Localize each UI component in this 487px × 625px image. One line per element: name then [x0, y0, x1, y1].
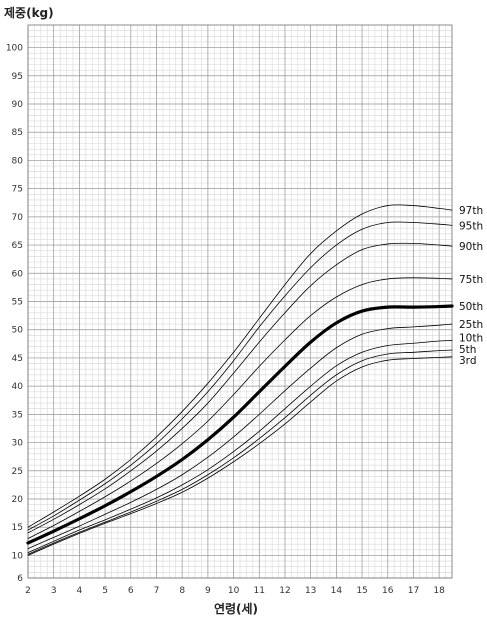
- x-tick-labels: 2 3 4 5 6 7 8 9 10 11 12 13 14 15 16 17 18: [25, 586, 445, 596]
- y-tick-label: 10: [12, 551, 24, 561]
- y-tick-label: 20: [12, 495, 24, 505]
- label-50th: 50th: [459, 301, 483, 313]
- x-tick-label: 12: [279, 586, 290, 596]
- y-tick-label: 50: [12, 326, 24, 336]
- x-tick-label: 10: [228, 586, 240, 596]
- x-tick-label: 9: [205, 586, 211, 596]
- y-tick-label: 65: [12, 241, 23, 251]
- x-tick-label: 8: [179, 586, 185, 596]
- label-75th: 75th: [459, 274, 483, 286]
- y-tick-label: 95: [12, 72, 23, 82]
- curve-3rd: [27, 356, 453, 556]
- y-tick-label: 100: [6, 44, 23, 54]
- label-5th: 5th: [459, 344, 476, 356]
- label-95th: 95th: [459, 220, 483, 232]
- y-tick-label: 25: [12, 467, 23, 477]
- x-tick-label: 13: [305, 586, 316, 596]
- x-tick-label: 11: [254, 586, 265, 596]
- y-tick-label: 45: [12, 354, 23, 364]
- label-3rd: 3rd: [459, 355, 476, 367]
- y-tick-label: 85: [12, 128, 23, 138]
- plot-frame: [27, 24, 453, 579]
- x-tick-label: 18: [433, 586, 445, 596]
- x-tick-label: 7: [154, 586, 160, 596]
- y-tick-labels: 6 10 15 20 25 30 35 40 45 50 55 60 65 70 75 80 85 90 95 100: [6, 44, 23, 584]
- y-tick-label: 90: [12, 100, 24, 110]
- curve-75th: [27, 277, 453, 539]
- curve-90th: [27, 242, 453, 534]
- x-tick-label: 5: [102, 586, 108, 596]
- curve-5th: [27, 349, 453, 555]
- x-tick-label: 2: [25, 586, 31, 596]
- curve-25th: [27, 323, 453, 550]
- y-tick-label: 80: [12, 156, 24, 166]
- y-tick-label: 15: [12, 523, 23, 533]
- x-tick-label: 17: [408, 586, 419, 596]
- label-97th: 97th: [459, 205, 483, 217]
- y-axis-title: 제중(kg): [4, 6, 54, 20]
- x-tick-label: 4: [77, 586, 83, 596]
- x-tick-label: 14: [331, 586, 343, 596]
- label-90th: 90th: [459, 241, 483, 253]
- y-tick-label: 75: [12, 185, 23, 195]
- label-25th: 25th: [459, 319, 483, 331]
- curve-50th: [26, 304, 454, 545]
- y-tick-label: 55: [12, 298, 23, 308]
- x-tick-label: 16: [382, 586, 394, 596]
- label-10th: 10th: [459, 332, 483, 344]
- curve-10th: [27, 340, 453, 554]
- y-tick-label: 70: [12, 213, 24, 223]
- x-tick-label: 6: [128, 586, 134, 596]
- x-tick-label: 15: [356, 586, 367, 596]
- curve-95th: [27, 221, 453, 531]
- y-tick-label: 6: [17, 574, 23, 584]
- y-tick-label: 40: [12, 382, 24, 392]
- y-tick-label: 60: [12, 269, 24, 279]
- curve-97th: [27, 204, 453, 528]
- percentile-curves: [26, 204, 454, 556]
- axis-frame: [27, 24, 453, 579]
- x-tick-label: 3: [51, 586, 57, 596]
- y-tick-label: 30: [12, 439, 24, 449]
- y-tick-label: 35: [12, 410, 23, 420]
- x-axis-title: 연령(세): [214, 601, 258, 616]
